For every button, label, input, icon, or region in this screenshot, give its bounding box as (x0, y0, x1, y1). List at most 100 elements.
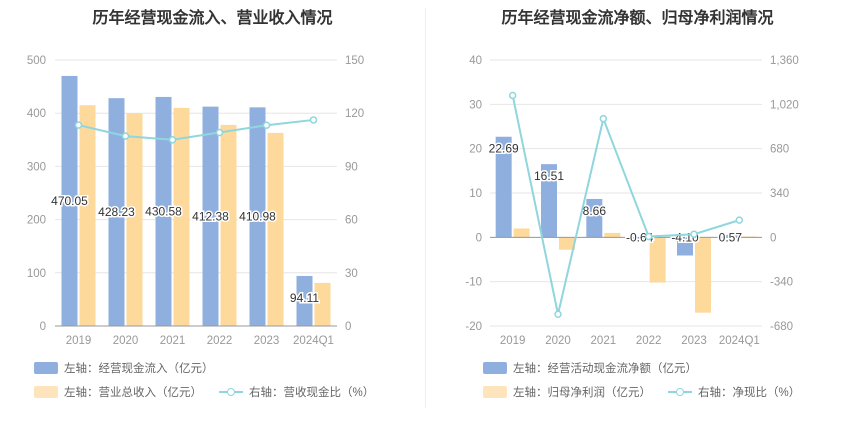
y-tick-label-right: 60 (345, 215, 358, 227)
bar (541, 164, 557, 238)
x-tick-label: 2020 (545, 335, 571, 347)
bar (155, 96, 172, 326)
y-tick-label-right: 120 (345, 108, 364, 120)
legend-item-1[interactable]: 左轴：营业总收入（亿元） (34, 384, 202, 400)
y-tick-label-right: 340 (770, 188, 789, 200)
legend-item-1[interactable]: 左轴：归母净利润（亿元） (483, 384, 651, 400)
x-tick-label: 2019 (500, 335, 526, 347)
y-tick-label-left: 500 (27, 55, 46, 67)
bar (173, 107, 190, 326)
legend-swatch-blue-icon (483, 362, 507, 374)
legend-item-0[interactable]: 左轴：经营活动现金流净额（亿元） (483, 360, 697, 376)
bar (604, 232, 621, 238)
bar (495, 136, 512, 238)
bar (220, 124, 237, 327)
y-tick-label-left: 20 (469, 144, 482, 156)
line-point (508, 91, 517, 100)
legend-item-2[interactable]: 右轴：营收现金比（%） (219, 384, 374, 400)
y-tick-label-left: -10 (465, 277, 482, 289)
data-label: 410.98 (239, 210, 276, 224)
x-tick-label: 2024Q1 (719, 335, 760, 347)
y-tick-label-right: -680 (770, 321, 793, 333)
bar (631, 237, 648, 241)
bar (586, 198, 603, 238)
chart-panel-netcash-profit: 历年经营现金流净额、归母净利润情况 -20 -680 -10 -340 0 0 10 340 2… (425, 0, 850, 437)
data-label: 412.38 (192, 209, 229, 223)
line-point (735, 216, 744, 224)
y-tick-label-left: 30 (469, 99, 482, 111)
x-tick-label: 2023 (681, 335, 707, 347)
data-label: 16.51 (534, 169, 564, 183)
line-point (309, 116, 318, 124)
bar (513, 228, 530, 238)
x-tick-label: 2022 (636, 335, 662, 347)
data-label: 94.11 (290, 291, 319, 305)
y-tick-label-left: 0 (476, 232, 482, 244)
series-line (78, 118, 314, 141)
data-label: 428.23 (98, 205, 135, 219)
data-label: 470.05 (51, 194, 88, 208)
y-tick-label-right: 0 (770, 232, 776, 244)
legend-label: 左轴：经营现金流入（亿元） (64, 363, 214, 375)
chart-panel-cashflow-revenue: 历年经营现金流入、营业收入情况 0 0 100 30 200 60 300 90 400 120 5… (27, 10, 374, 400)
line-point (644, 232, 653, 241)
legend-label: 右轴：营收现金比（%） (249, 387, 375, 399)
legend-swatch-orange-icon (34, 386, 58, 398)
line-point (262, 121, 271, 130)
legend-line-marker-icon (219, 386, 243, 398)
x-tick-label: 2020 (113, 335, 139, 347)
x-tick-label: 2019 (66, 335, 92, 347)
bar (677, 237, 693, 256)
y-tick-label-right: 90 (345, 161, 358, 173)
y-tick-label-left: 100 (27, 268, 46, 280)
y-tick-label-right: 1,360 (770, 55, 799, 67)
y-tick-label-left: -20 (465, 321, 482, 333)
x-tick-label: 2022 (207, 335, 233, 347)
line-point (215, 128, 224, 137)
line-point (168, 136, 177, 144)
y-tick-label-right: 150 (345, 55, 364, 67)
chart-plot: -20 -680 -10 -340 0 0 10 340 20 680 30 1,020 40 1,360… (465, 55, 799, 347)
legend-label: 右轴：净现比（%） (698, 387, 801, 399)
chart-title: 历年经营现金流净额、归母净利润情况 (501, 10, 774, 27)
bar (695, 237, 711, 313)
x-tick-label: 2021 (160, 335, 186, 347)
bar (79, 105, 96, 326)
chart-plot: 0 0 100 30 200 60 300 90 400 120 500 150 2019 2020 202… (27, 55, 364, 347)
bar (108, 98, 125, 326)
y-tick-label-right: 0 (345, 321, 351, 333)
legend-item-0[interactable]: 左轴：经营现金流入（亿元） (34, 360, 214, 376)
y-tick-label-right: 680 (770, 144, 789, 156)
y-tick-label-left: 400 (27, 108, 46, 120)
legend-line-marker-icon (668, 386, 692, 398)
line-point (121, 132, 130, 140)
line-point (554, 310, 562, 319)
y-tick-label-left: 40 (469, 55, 482, 67)
y-tick-label-left: 10 (469, 188, 482, 200)
line-point (74, 121, 83, 129)
data-label: 8.66 (583, 204, 607, 218)
bar (202, 106, 219, 327)
bar (296, 275, 313, 326)
y-tick-label-left: 0 (40, 321, 46, 333)
line-point (599, 114, 608, 123)
panel-divider (425, 8, 426, 408)
bar (249, 107, 266, 326)
x-tick-label: 2021 (591, 335, 617, 347)
bar (649, 237, 666, 283)
bar (267, 132, 284, 326)
y-tick-label-right: -340 (770, 277, 793, 289)
legend-label: 左轴：营业总收入（亿元） (64, 387, 202, 399)
legend-item-2[interactable]: 右轴：净现比（%） (668, 384, 800, 400)
x-tick-label: 2024Q1 (293, 335, 334, 347)
chart-title: 历年经营现金流入、营业收入情况 (92, 10, 333, 27)
bar (722, 234, 739, 238)
line-point (690, 230, 698, 238)
y-tick-label-left: 200 (27, 215, 46, 227)
bar (314, 282, 331, 326)
series-line (511, 95, 740, 315)
bar (126, 113, 143, 326)
bar (559, 237, 575, 250)
bar (61, 75, 78, 326)
legend-swatch-blue-icon (34, 362, 58, 374)
